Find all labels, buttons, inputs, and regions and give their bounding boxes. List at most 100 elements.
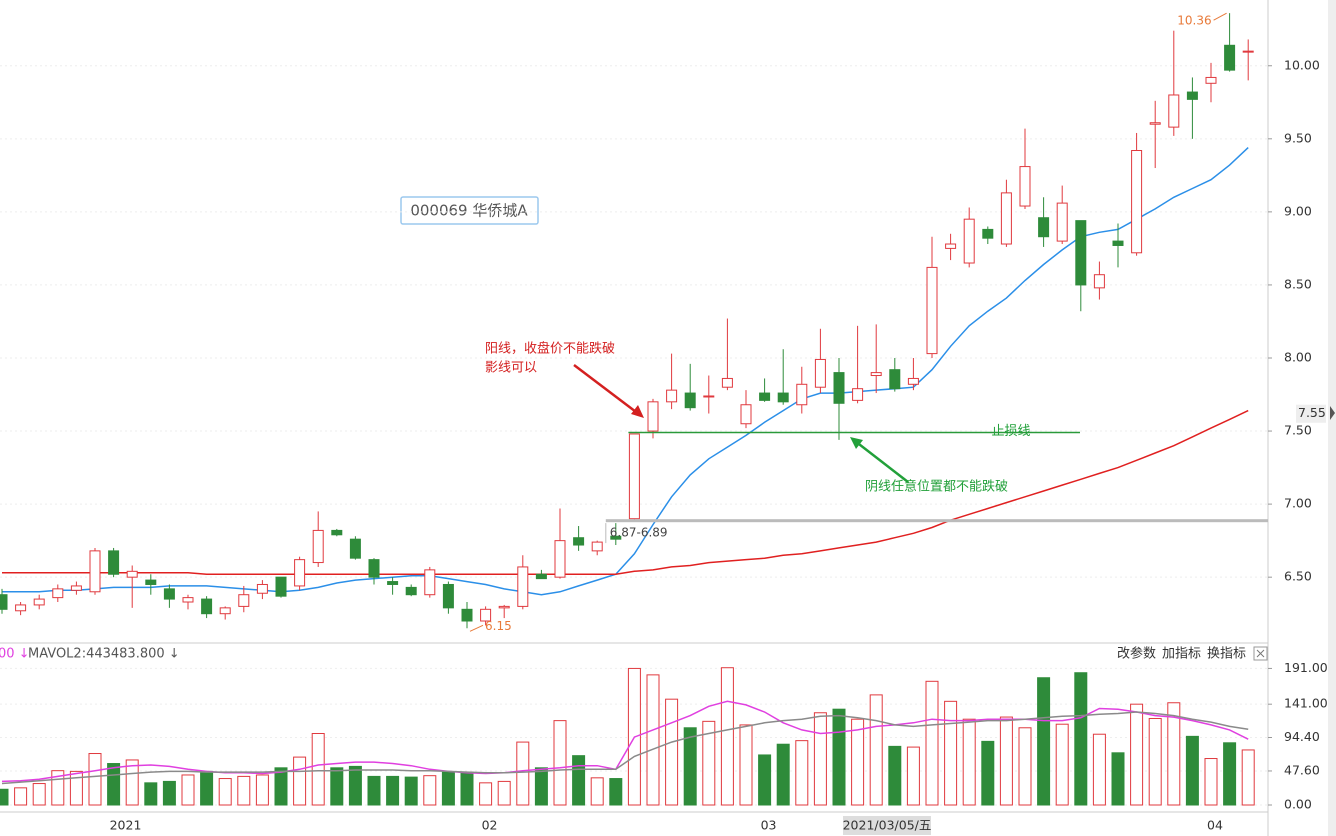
- volume-bar: [1167, 702, 1181, 806]
- y-tick-label: 9.00: [1284, 203, 1312, 218]
- volume-bar: [1074, 672, 1088, 806]
- scroll-arrow[interactable]: [1330, 406, 1335, 420]
- candle-body: [349, 538, 361, 559]
- y-tick-label: 10.00: [1284, 57, 1320, 72]
- annotation: 阳线，收盘价不能跌破: [485, 341, 615, 357]
- y-tick-label: 141.00: [1284, 696, 1328, 711]
- candle-body: [982, 228, 994, 239]
- candle-body: [1056, 202, 1068, 242]
- y-tick-label: 8.00: [1284, 349, 1312, 364]
- candle-body: [1019, 166, 1031, 207]
- candle-body: [219, 607, 231, 615]
- gap-label: 6.87-6.89: [610, 526, 668, 540]
- max-arrow: [1213, 12, 1227, 21]
- candle-body: [1205, 76, 1217, 84]
- candle-body: [15, 604, 27, 612]
- volume-bar: [497, 780, 511, 806]
- volume-bar: [832, 708, 846, 806]
- x-tick-label: 03: [761, 818, 777, 833]
- candle-body: [1075, 220, 1087, 286]
- y-tick-label: 7.50: [1284, 423, 1312, 438]
- candle-body: [1224, 44, 1236, 71]
- candle-body: [628, 433, 640, 520]
- annotation-arrowhead: [850, 437, 863, 449]
- candle-body: [647, 401, 659, 432]
- candle-body: [461, 608, 473, 622]
- annotation-arrowhead: [631, 405, 644, 418]
- volume-bar: [274, 767, 288, 806]
- candle-body: [201, 598, 213, 615]
- toolbar-button[interactable]: 加指标: [1162, 647, 1201, 662]
- volume-bar: [181, 774, 195, 806]
- volume-bar: [1241, 749, 1255, 806]
- gap-band: [605, 519, 1268, 523]
- candle-body: [480, 608, 492, 622]
- y-tick-label: 191.00: [1284, 660, 1328, 675]
- volume-bar: [69, 770, 83, 806]
- candle-body: [796, 383, 808, 406]
- candle-body: [33, 598, 45, 606]
- candle-body: [108, 550, 120, 575]
- volume-bar: [1055, 723, 1069, 806]
- candle-body: [163, 588, 175, 600]
- ma-line: [2, 147, 1249, 596]
- toolbar-button[interactable]: 换指标: [1207, 647, 1246, 662]
- volume-bar: [237, 775, 251, 806]
- candle-body: [721, 377, 733, 388]
- volume-bar: [1092, 733, 1106, 806]
- toolbar-button[interactable]: 改参数: [1117, 646, 1156, 662]
- candle-body: [442, 583, 454, 609]
- scrollbar[interactable]: [1328, 0, 1336, 836]
- candle-body: [1149, 122, 1161, 125]
- candle-body: [517, 566, 529, 607]
- candle-body: [126, 570, 138, 578]
- candle-body: [852, 388, 864, 401]
- volume-bar: [516, 741, 530, 806]
- x-tick-label: 2021: [110, 818, 142, 833]
- candle-body: [145, 579, 157, 585]
- candle-body: [331, 529, 343, 536]
- candle-body: [963, 218, 975, 264]
- volume-bar: [255, 774, 269, 806]
- candle-body: [1168, 94, 1180, 128]
- y-tick-label: 7.00: [1284, 496, 1312, 511]
- candle-body: [814, 358, 826, 388]
- volume-bar: [441, 771, 455, 806]
- volume-bar: [162, 780, 176, 806]
- volume-bar: [423, 775, 437, 806]
- volume-bar: [1130, 703, 1144, 806]
- volume-bar: [999, 716, 1013, 806]
- candle-body: [387, 581, 399, 585]
- volume-bar: [125, 759, 139, 806]
- volume-bar: [944, 700, 958, 806]
- candle-body: [926, 266, 938, 355]
- volume-bar: [888, 745, 902, 806]
- volume-bar: [962, 718, 976, 806]
- candle-body: [312, 529, 324, 564]
- candle-body: [498, 605, 510, 609]
- volume-bar: [1185, 735, 1199, 806]
- min-label: 6.15: [485, 619, 512, 633]
- volume-bar: [553, 720, 567, 806]
- candle-body: [1000, 192, 1012, 245]
- last-price-box: [1296, 404, 1326, 423]
- volume-bar: [88, 753, 102, 806]
- y-tick-label: 94.40: [1284, 729, 1320, 744]
- candle-body: [666, 389, 678, 403]
- candle-body: [182, 597, 194, 603]
- volume-bar: [739, 724, 753, 806]
- volume-bar: [144, 782, 158, 806]
- annotation-arrow: [573, 364, 641, 416]
- volume-bar: [200, 770, 214, 806]
- candle-body: [1242, 50, 1254, 53]
- candle-body: [554, 540, 566, 578]
- volume-bar: [1148, 717, 1162, 806]
- candle-body: [535, 573, 547, 580]
- candle-body: [275, 576, 287, 597]
- volume-bar: [330, 767, 344, 806]
- max-label: 10.36: [1177, 14, 1211, 28]
- candle-body: [1186, 91, 1198, 100]
- volume-bar: [702, 720, 716, 806]
